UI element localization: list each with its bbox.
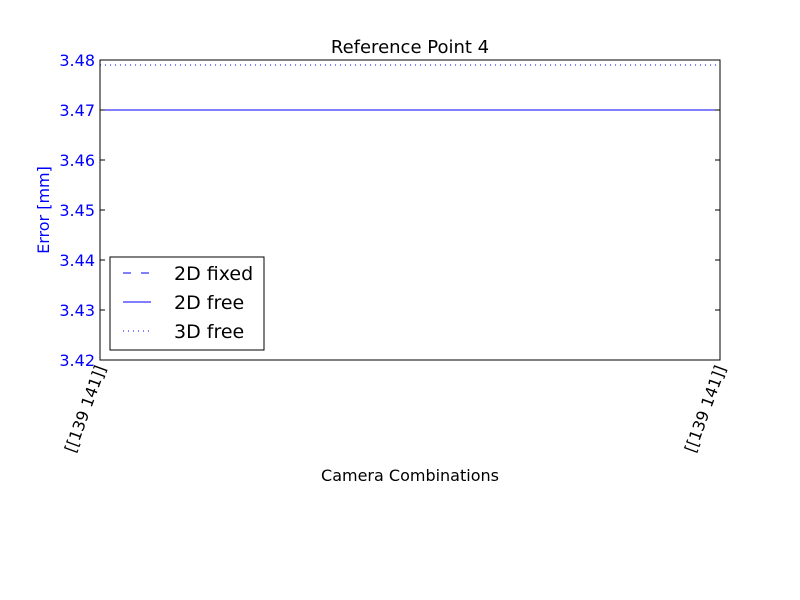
y-tick-label: 3.46: [59, 151, 95, 170]
y-axis-label: Error [mm]: [34, 166, 53, 254]
y-tick-label: 3.43: [59, 301, 95, 320]
y-tick-label: 3.48: [59, 51, 95, 70]
y-tick-label: 3.45: [59, 201, 95, 220]
y-tick-label: 3.47: [59, 101, 95, 120]
y-tick-label: 3.44: [59, 251, 95, 270]
legend-box: [109, 256, 265, 351]
x-axis-label: Camera Combinations: [321, 466, 499, 485]
legend: 2D fixed 2D free 3D free: [109, 256, 265, 351]
y-tick-label: 3.42: [59, 351, 95, 370]
chart-title: Reference Point 4: [331, 37, 489, 58]
legend-label: 2D fixed: [174, 263, 253, 285]
y-axis: 3.42 3.43 3.44 3.45 3.46 3.47 3.48: [59, 51, 720, 370]
legend-label: 2D free: [174, 292, 244, 314]
legend-entries: 2D fixed 2D free 3D free: [123, 263, 253, 343]
legend-label: 3D free: [174, 321, 244, 343]
